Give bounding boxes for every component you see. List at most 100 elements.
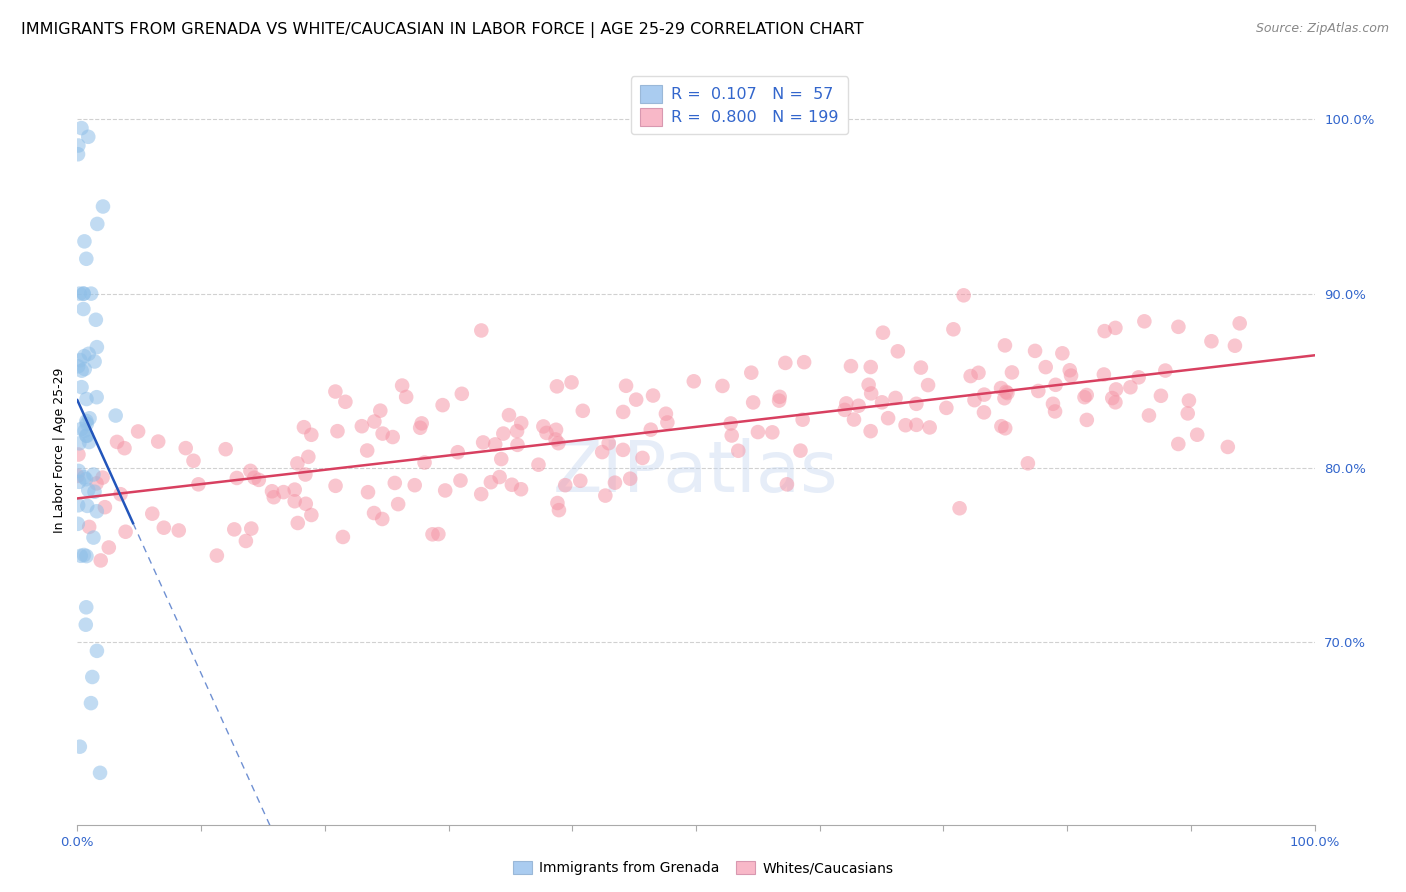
Point [1001,366,1024,380]
Point [239,464,262,478]
Point [834,403,856,417]
Point [641,388,664,402]
Point [740,366,762,380]
Point [1045,377,1067,392]
Point [942,322,965,336]
Point [187,477,209,491]
Point [325,479,347,493]
Point [655,407,678,421]
Point [97,541,120,555]
Point [1154,363,1177,377]
Point [67,464,90,478]
Point [75,428,97,442]
Point [1092,368,1115,382]
Point [391,378,413,392]
Point [792,412,814,426]
Point [104,409,127,423]
Point [86,644,108,658]
Point [114,441,136,455]
Point [492,426,515,441]
Point [240,522,263,536]
Point [959,369,981,384]
Text: IMMIGRANTS FROM GRENADA VS WHITE/CAUCASIAN IN LABOR FORCE | AGE 25-29 CORRELATIO: IMMIGRANTS FROM GRENADA VS WHITE/CAUCASI… [21,22,863,38]
Point [1201,334,1223,349]
Point [91,470,114,484]
Point [82,467,104,482]
Point [89,765,111,780]
Point [742,395,765,409]
Point [547,436,569,450]
Point [1017,456,1039,470]
Point [910,360,932,375]
Point [952,288,974,302]
Point [870,395,893,409]
Point [80,286,103,301]
Point [967,366,990,380]
Point [83,484,105,499]
Point [73,235,96,249]
Point [243,471,266,485]
Point [877,411,900,425]
Point [381,430,404,444]
Text: ZIPatlas: ZIPatlas [553,439,839,508]
Point [1076,388,1098,402]
Point [409,421,432,435]
Point [69,549,91,563]
Point [75,252,97,266]
Point [205,549,228,563]
Point [531,419,554,434]
Point [561,376,583,390]
Point [990,381,1012,395]
Point [356,443,378,458]
Point [287,516,309,530]
Point [993,391,1015,405]
Point [488,470,510,484]
Point [183,454,205,468]
Point [1150,389,1173,403]
Point [842,412,865,426]
Legend: R =  0.107   N =  57, R =  0.800   N = 199: R = 0.107 N = 57, R = 0.800 N = 199 [631,77,848,135]
Point [413,456,436,470]
Point [860,386,883,401]
Text: Source: ZipAtlas.com: Source: ZipAtlas.com [1256,22,1389,36]
Point [624,392,647,407]
Point [299,508,322,522]
Point [491,452,513,467]
Point [614,378,637,392]
Point [325,384,347,399]
Point [994,338,1017,352]
Point [77,129,100,144]
Point [77,483,100,497]
Point [427,527,450,541]
Point [404,478,426,492]
Point [447,445,470,459]
Point [94,500,117,515]
Point [225,471,247,485]
Point [287,457,309,471]
Point [887,344,910,359]
Point [363,415,385,429]
Point [148,434,170,449]
Point [84,312,107,326]
Point [1073,390,1095,404]
Point [363,506,385,520]
Point [591,445,613,459]
Point [884,391,907,405]
Point [263,490,285,504]
Point [548,503,571,517]
Point [75,472,97,486]
Point [1133,314,1156,328]
Point [506,438,529,452]
Point [114,524,136,539]
Point [727,443,749,458]
Point [127,425,149,439]
Point [294,467,316,482]
Point [1178,393,1201,408]
Point [73,362,96,376]
Point [1119,380,1142,394]
Point [1076,413,1098,427]
Point [387,497,409,511]
Point [769,390,792,404]
Point [357,485,380,500]
Point [73,286,96,301]
